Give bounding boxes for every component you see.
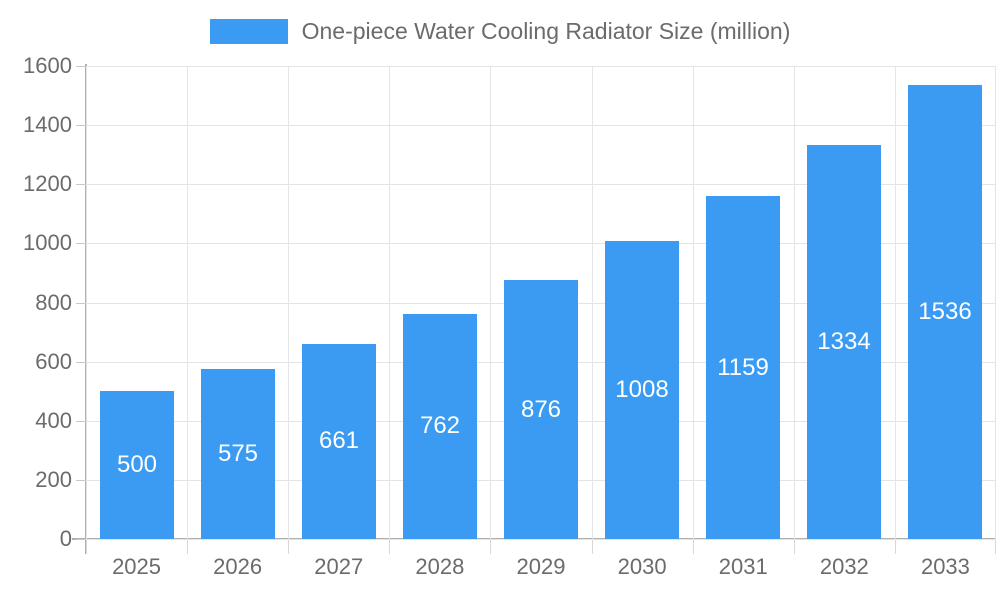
x-gridline	[86, 66, 87, 539]
y-axis-tick-mark	[76, 243, 86, 245]
x-axis-tick-label: 2031	[718, 554, 768, 579]
y-axis-tick-mark	[76, 184, 86, 186]
x-gridline	[187, 66, 188, 539]
x-axis-tick-mark	[895, 540, 896, 554]
x-gridline	[794, 66, 795, 539]
x-gridline	[895, 66, 896, 539]
y-axis-tick-mark	[76, 66, 86, 67]
y-axis-tick-mark	[76, 539, 86, 540]
y-gridline	[86, 539, 996, 540]
x-axis-tick-label: 2027	[314, 554, 364, 579]
y-axis-tick-label: 1400	[23, 112, 72, 138]
y-gridline	[86, 184, 996, 186]
x-axis-tick-label: 2028	[415, 554, 465, 579]
x-axis-tick-mark	[693, 540, 694, 554]
y-axis-tick-label: 0	[59, 526, 72, 551]
y-axis-tick-label: 400	[35, 407, 72, 433]
x-axis-tick-label: 2032	[819, 554, 869, 579]
x-axis-tick-mark	[389, 540, 390, 554]
y-axis-tick-mark	[76, 125, 86, 127]
x-gridline	[288, 66, 289, 539]
y-axis-tick-label: 200	[35, 466, 72, 492]
bar-2033[interactable]	[908, 84, 982, 539]
x-axis-tick-mark	[794, 540, 795, 554]
x-axis-tick-label: 2029	[516, 554, 566, 579]
y-axis-tick-mark	[76, 479, 86, 481]
bar-2028[interactable]	[403, 313, 477, 539]
x-axis-tick-label: 2030	[617, 554, 667, 579]
y-axis-tick-label: 800	[35, 289, 72, 315]
x-axis-tick-mark	[490, 540, 491, 554]
x-axis-tick-mark	[995, 540, 996, 554]
y-axis-tick-mark	[76, 420, 86, 422]
y-gridline	[86, 125, 996, 127]
legend-item-label: One-piece Water Cooling Radiator Size (m…	[301, 17, 791, 44]
bar-2025[interactable]	[100, 391, 174, 539]
bar-2032[interactable]	[807, 144, 881, 539]
legend-item-series-0[interactable]: One-piece Water Cooling Radiator Size (m…	[209, 17, 791, 44]
chart-legend: One-piece Water Cooling Radiator Size (m…	[0, 14, 1000, 48]
x-gridline	[995, 66, 996, 539]
plot-area: 500 575 661 762 876 1008 1159 1334 1536	[86, 66, 996, 540]
bar-2031[interactable]	[706, 196, 780, 539]
bar-2026[interactable]	[201, 369, 275, 539]
x-axis-tick-label: 2026	[213, 554, 263, 579]
y-axis-tick-label: 1600	[23, 53, 72, 78]
y-axis-tick-label: 1000	[23, 230, 72, 256]
bar-2030[interactable]	[605, 241, 679, 539]
x-gridline	[389, 66, 390, 539]
x-axis-tick-mark	[187, 540, 188, 554]
y-axis-tick-label: 1200	[23, 171, 72, 197]
y-gridline	[86, 243, 996, 245]
y-gridline	[86, 66, 996, 67]
x-gridline	[693, 66, 694, 539]
x-axis-tick-label: 2025	[112, 554, 162, 579]
x-gridline	[592, 66, 593, 539]
legend-color-swatch	[209, 18, 288, 44]
bar-2027[interactable]	[302, 343, 376, 539]
x-axis-tick-mark	[86, 540, 87, 554]
y-axis-tick-mark	[76, 302, 86, 304]
x-gridline	[490, 66, 491, 539]
x-axis-tick-label: 2033	[920, 554, 970, 579]
x-axis-tick-mark	[288, 540, 289, 554]
y-axis-tick-mark	[76, 361, 86, 363]
x-axis-tick-mark	[592, 540, 593, 554]
y-axis-tick-label: 600	[35, 348, 72, 374]
bar-2029[interactable]	[504, 280, 578, 539]
